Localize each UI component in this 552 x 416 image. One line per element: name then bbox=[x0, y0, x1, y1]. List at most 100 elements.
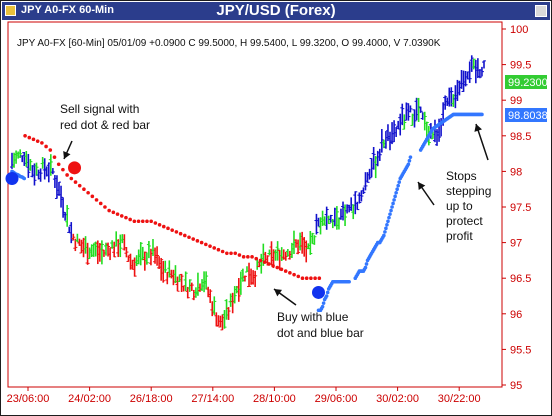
annotation-line: Stops bbox=[446, 169, 477, 183]
buy-stop-dot bbox=[386, 219, 390, 224]
sell-stop-dot bbox=[250, 255, 254, 259]
sell-stop-dot bbox=[288, 271, 292, 275]
sell-stop-dot bbox=[174, 230, 179, 234]
annotations: Sell signal with red dot & red bar Buy wit… bbox=[60, 102, 491, 340]
sell-stop-dot bbox=[69, 176, 74, 181]
sell-stop-dot bbox=[40, 141, 44, 145]
sell-stop-dot bbox=[52, 155, 57, 159]
sell-stop-dot bbox=[119, 214, 124, 218]
sell-stop-dot bbox=[153, 221, 158, 225]
y-tick-label: 98 bbox=[510, 166, 522, 178]
sell-stop-dot bbox=[225, 251, 229, 256]
x-tick-label: 26/18:00 bbox=[130, 393, 173, 405]
x-tick-label: 30/02:00 bbox=[376, 393, 419, 405]
sell-stop-dot bbox=[128, 217, 132, 222]
y-tick-label: 96 bbox=[510, 309, 522, 321]
sell-stop-dot bbox=[35, 139, 40, 143]
y-tick-label: 95.5 bbox=[510, 344, 531, 356]
buy-stop-dot bbox=[347, 279, 351, 284]
chart-title: JPY/USD (Forex) bbox=[216, 2, 336, 19]
window-control-button[interactable] bbox=[535, 5, 547, 17]
sell-stop-dot bbox=[275, 265, 280, 270]
sell-stop-dot bbox=[65, 173, 69, 177]
sell-signal-dot bbox=[68, 161, 82, 175]
buy-stop-dot bbox=[22, 176, 27, 181]
window-symbol-title: JPY A0-FX 60-Min bbox=[21, 4, 114, 16]
sell-stop-dot bbox=[170, 228, 174, 232]
sell-stop-dot bbox=[254, 256, 259, 261]
annotation-line: up to bbox=[446, 199, 473, 213]
sell-stop-dot bbox=[304, 276, 309, 281]
buy-stop-dot bbox=[406, 162, 411, 167]
sell-stop-dot bbox=[31, 137, 36, 142]
sell-stop-dot bbox=[246, 255, 250, 259]
y-tick-label: 96.5 bbox=[510, 273, 531, 285]
annotation-line: stepping bbox=[446, 184, 491, 198]
sell-stop-dot bbox=[237, 253, 242, 257]
sell-stop-dot bbox=[56, 162, 61, 167]
x-tick-label: 24/02:00 bbox=[68, 393, 111, 405]
buy-stop-dot bbox=[480, 112, 484, 117]
annotation-line: protect bbox=[446, 214, 483, 228]
stops-arrow-2-head bbox=[474, 124, 483, 132]
sell-stop-dot bbox=[140, 219, 145, 224]
sell-stop-dot bbox=[262, 260, 267, 264]
sell-stop-dot bbox=[220, 249, 225, 254]
buy-stop-dot bbox=[324, 294, 329, 298]
sell-stop-dot bbox=[199, 240, 204, 245]
sell-stop-dot bbox=[90, 194, 95, 199]
sell-stop-dot bbox=[145, 219, 149, 224]
sell-stop-dot bbox=[94, 198, 99, 202]
buy-stop-dot bbox=[408, 155, 413, 159]
x-tick-label: 27/14:00 bbox=[191, 393, 234, 405]
last-price-tag-bg bbox=[505, 75, 547, 89]
sell-stop-dot bbox=[195, 239, 200, 243]
buy-stop-dot bbox=[387, 215, 391, 220]
sell-stop-dot bbox=[283, 269, 288, 273]
y-tick-label: 99.5 bbox=[510, 60, 531, 72]
buy-stop-dot bbox=[388, 212, 392, 216]
annotation-line: Buy with blue bbox=[277, 310, 349, 324]
sell-stop-dot bbox=[183, 233, 187, 238]
info-line: JPY A0-FX [60-Min] 05/01/09 +0.0900 C 99… bbox=[17, 38, 441, 49]
buy-stop-dot bbox=[394, 190, 398, 195]
plot-area bbox=[7, 21, 503, 388]
buy-stop-dot bbox=[395, 187, 399, 191]
buy-stop-dot bbox=[407, 158, 412, 163]
sell-stop-dot bbox=[48, 148, 53, 152]
sell-stop-dot bbox=[161, 224, 166, 229]
buy-stop-dot bbox=[389, 208, 393, 213]
sell-stop-dot bbox=[292, 272, 296, 277]
buy-stop-dot bbox=[364, 262, 369, 266]
annotation-stops: Stops stepping up to protect profit bbox=[446, 169, 491, 243]
window-icon bbox=[5, 5, 16, 16]
stop-price-tag-bg bbox=[505, 108, 547, 122]
sell-stop-dot bbox=[296, 274, 301, 279]
y-axis-ticks: 95 95.5 96 96.5 97 97.5 98 98.5 99 99.5 100 bbox=[502, 24, 531, 392]
price-tags: 99.2300 98.8038 bbox=[505, 75, 548, 122]
buy-stop-dot bbox=[383, 230, 387, 234]
stop-dots bbox=[10, 112, 484, 313]
y-tick-label: 99 bbox=[510, 95, 522, 107]
sell-stop-dot bbox=[132, 219, 137, 224]
buy-stop-dot bbox=[397, 180, 402, 184]
sell-arrow-head bbox=[63, 150, 71, 159]
annotation-line: red dot & red bar bbox=[60, 118, 150, 132]
buy-stop-dot bbox=[393, 194, 397, 199]
stops-arrow-1-head bbox=[418, 182, 426, 191]
sell-stop-dot bbox=[279, 267, 284, 272]
sell-stop-dot bbox=[204, 242, 208, 247]
sell-stop-dot bbox=[313, 276, 317, 281]
annotation-buy: Buy with blue dot and blue bar bbox=[277, 310, 364, 340]
x-tick-label: 29/06:00 bbox=[315, 393, 358, 405]
sell-stop-dot bbox=[258, 258, 263, 263]
sell-stop-dot bbox=[191, 237, 196, 241]
buy-stop-dot bbox=[391, 201, 395, 206]
buy-stop-dot bbox=[392, 198, 396, 202]
sell-stop-dot bbox=[208, 244, 212, 248]
buy-stop-dot bbox=[325, 290, 330, 295]
buy-stop-dot bbox=[320, 304, 325, 309]
y-tick-label: 100 bbox=[510, 24, 528, 36]
buy-arrow-head bbox=[274, 289, 283, 297]
sell-stop-dot bbox=[98, 201, 103, 206]
